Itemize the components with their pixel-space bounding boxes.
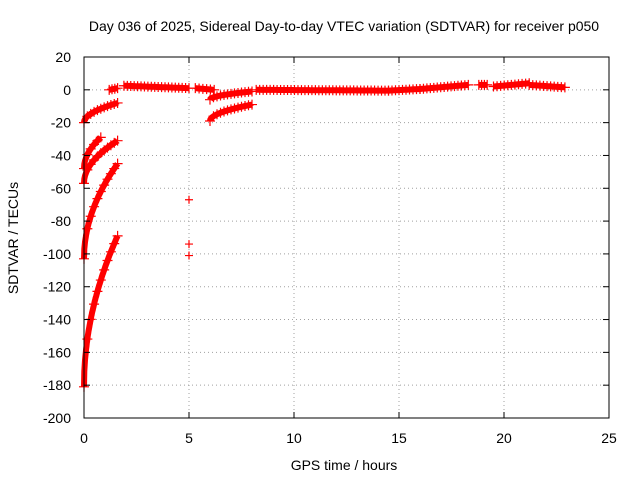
y-axis-label: SDTVAR / TECUs — [5, 182, 21, 294]
plot-frame — [83, 56, 610, 419]
data-point — [92, 193, 103, 204]
y-tick-label: -100 — [43, 246, 71, 262]
y-tick-label: -20 — [51, 115, 71, 131]
data-segment — [205, 86, 257, 105]
y-tick-label: -180 — [43, 377, 71, 393]
data-segment — [524, 79, 570, 93]
data-point — [185, 195, 193, 204]
y-tick-label: -120 — [43, 279, 71, 295]
data-point — [105, 246, 116, 257]
x-tick-label: 20 — [496, 430, 512, 446]
x-tick-label: 10 — [286, 430, 302, 446]
data-point — [482, 79, 493, 90]
y-tick-label: -200 — [43, 410, 71, 426]
data-segment — [190, 83, 220, 95]
data-point — [112, 97, 123, 108]
data-segment — [79, 135, 123, 189]
y-tick-label: -60 — [51, 180, 71, 196]
data-segment — [205, 99, 257, 126]
data-point — [109, 238, 120, 249]
y-tick-label: -160 — [43, 344, 71, 360]
data-segment — [79, 97, 123, 128]
data-point — [463, 79, 474, 90]
data-point — [92, 286, 103, 297]
data-point — [185, 251, 193, 260]
data-point — [105, 168, 116, 179]
data-point — [247, 86, 257, 97]
x-tick-label: 25 — [601, 430, 617, 446]
data-point — [102, 255, 113, 266]
chart-title: Day 036 of 2025, Sidereal Day-to-day VTE… — [89, 18, 599, 34]
grid — [84, 57, 609, 418]
y-tick-label: -40 — [51, 147, 71, 163]
tick-labels: 0 5 10 15 20 25 20 0 -20 -40 -60 -80 -100 -120 -140 -16… — [43, 49, 617, 446]
data-point — [102, 174, 113, 185]
data-point — [112, 83, 123, 94]
data-segment — [79, 158, 123, 264]
data-segment — [415, 79, 474, 94]
data-point — [89, 201, 100, 212]
data-segment — [473, 79, 493, 90]
data-point — [99, 264, 110, 275]
data-segment — [104, 83, 123, 95]
data-point — [185, 240, 193, 249]
data-point — [112, 135, 123, 146]
plot-data — [79, 78, 570, 392]
x-axis-label: GPS time / hours — [291, 457, 398, 473]
data-point — [89, 299, 100, 310]
data-segment — [383, 83, 425, 96]
data-point — [95, 186, 106, 197]
x-tick-label: 5 — [185, 430, 193, 446]
data-segment — [118, 80, 194, 94]
data-point — [209, 84, 220, 95]
segment-band — [81, 233, 121, 387]
y-tick-label: 0 — [63, 82, 71, 98]
ticks — [83, 56, 610, 419]
data-point — [95, 132, 106, 143]
data-point — [95, 275, 106, 286]
y-tick-label: -140 — [43, 312, 71, 328]
y-tick-label: 20 — [55, 49, 71, 65]
x-tick-label: 0 — [80, 430, 88, 446]
y-tick-label: -80 — [51, 213, 71, 229]
data-point — [112, 158, 123, 169]
x-tick-label: 15 — [391, 430, 407, 446]
data-point — [99, 180, 110, 191]
data-point — [559, 82, 570, 93]
data-point — [247, 99, 257, 110]
data-segment — [251, 84, 394, 96]
data-point — [85, 211, 96, 222]
data-point — [112, 230, 123, 241]
